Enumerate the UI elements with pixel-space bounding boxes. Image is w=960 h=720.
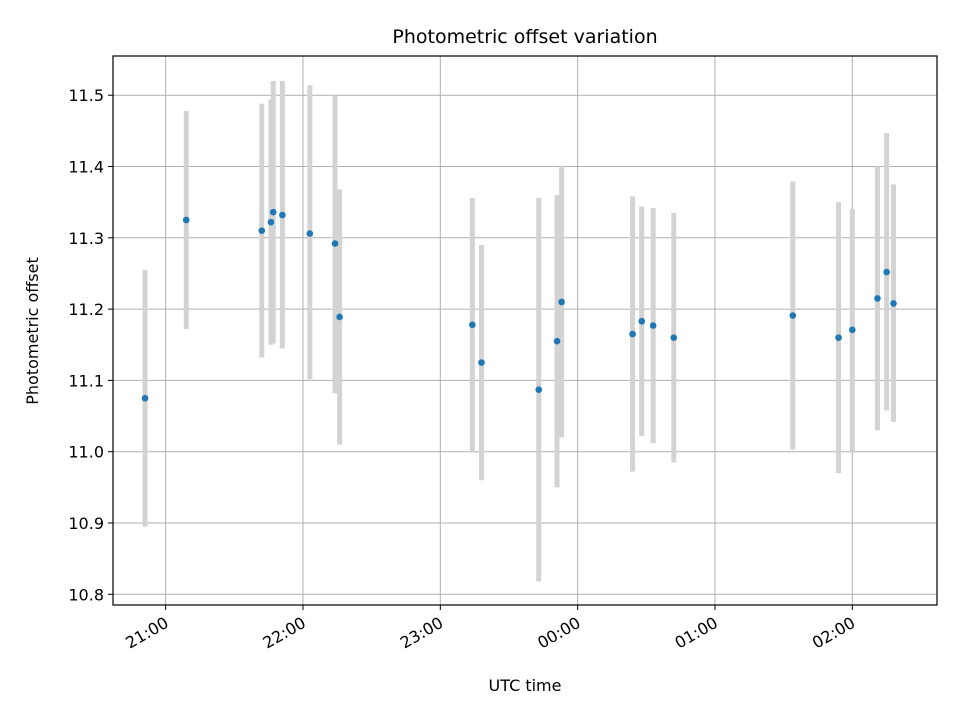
y-tick-label: 11.4 [68,158,104,177]
y-tick-label: 11.0 [68,443,104,462]
data-point [182,216,190,224]
data-point [141,394,149,402]
data-point [267,218,275,226]
y-tick-label: 10.9 [68,514,104,533]
y-axis-ticks: 10.8 10.9 11.0 11.1 11.2 11.3 11.4 11.5 [68,86,113,604]
y-tick-label: 11.5 [68,86,104,105]
chart-title: Photometric offset variation [392,26,657,48]
data-point [336,313,343,321]
data-point [306,230,314,237]
data-point [789,312,797,319]
data-point [331,240,339,247]
plot-frame [112,55,938,606]
y-axis-label: Photometric offset [23,257,42,405]
y-tick-label: 11.3 [68,229,104,248]
data-point [649,322,657,329]
data-point [874,295,881,302]
data-point [638,317,646,325]
data-point [279,211,286,219]
data-point [883,268,890,276]
data-point [835,334,842,341]
data-point [558,298,565,306]
data-point [629,330,636,338]
data-point [535,386,543,393]
data-point [553,337,561,345]
data-point [258,227,266,234]
data-point [269,208,277,216]
x-axis-label: UTC time [489,676,562,695]
data-points [141,208,897,402]
y-tick-label: 11.1 [68,371,104,390]
y-tick-label: 10.8 [68,585,104,604]
data-point [849,326,856,334]
data-point [670,334,678,341]
data-point [890,300,897,307]
data-point [469,321,476,329]
y-tick-label: 11.2 [68,300,104,319]
grid [113,56,937,605]
data-point [478,359,485,366]
